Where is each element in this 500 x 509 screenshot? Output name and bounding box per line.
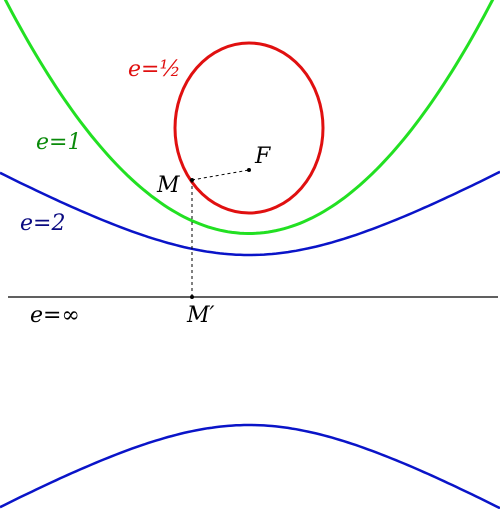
label-parabola: e=1	[36, 130, 81, 155]
point-m	[190, 178, 194, 182]
point-f	[247, 168, 251, 172]
point-m-prime	[190, 295, 194, 299]
label-m: M	[156, 173, 180, 198]
hyperbola-upper	[0, 170, 500, 257]
hyperbola-lower	[0, 423, 500, 509]
parabola	[3, 0, 495, 235]
label-m-prime: M′	[186, 303, 215, 328]
label-line: e=∞	[30, 303, 80, 328]
label-ellipse: e=½	[128, 57, 181, 82]
ellipse	[173, 41, 325, 215]
label-f: F	[254, 144, 271, 169]
label-hyperbola: e=2	[20, 211, 65, 236]
focus-segment	[191, 169, 250, 181]
